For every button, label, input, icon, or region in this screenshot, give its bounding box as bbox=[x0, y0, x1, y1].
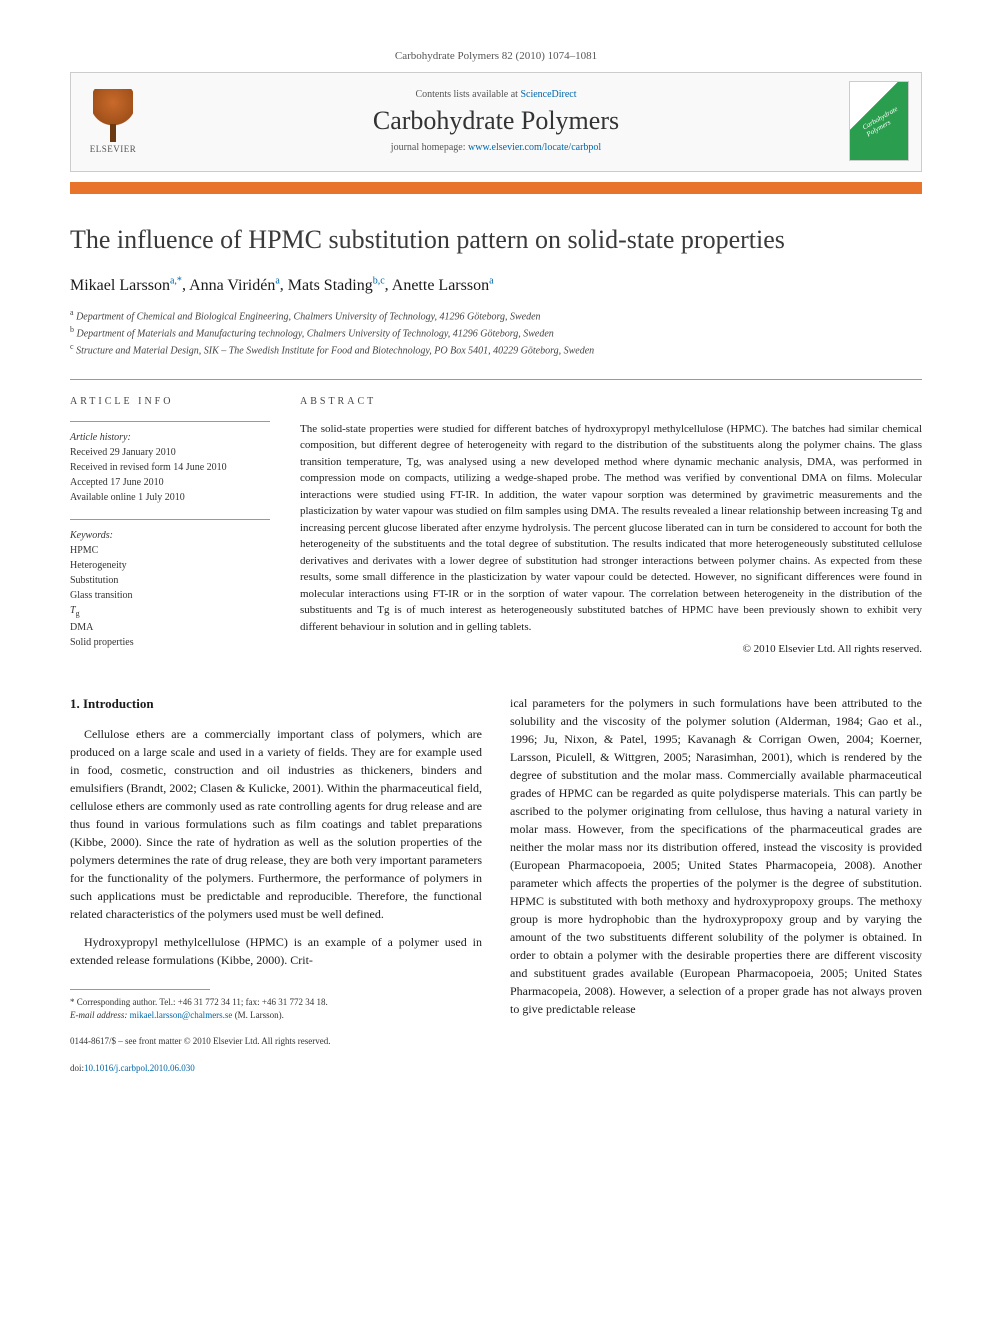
citation-line: Carbohydrate Polymers 82 (2010) 1074–108… bbox=[70, 50, 922, 62]
affiliation-c: c Structure and Material Design, SIK – T… bbox=[70, 341, 922, 358]
contents-prefix: Contents lists available at bbox=[415, 89, 520, 100]
abstract-label: ABSTRACT bbox=[300, 396, 922, 407]
affiliation-b: b Department of Materials and Manufactur… bbox=[70, 324, 922, 341]
body-columns: 1. Introduction Cellulose ethers are a c… bbox=[70, 694, 922, 1075]
corresponding-line-2: E-mail address: mikael.larsson@chalmers.… bbox=[70, 1009, 482, 1022]
journal-name: Carbohydrate Polymers bbox=[143, 106, 849, 136]
corresponding-email-link[interactable]: mikael.larsson@chalmers.se bbox=[130, 1010, 233, 1020]
intro-paragraph-1: Cellulose ethers are a commercially impo… bbox=[70, 725, 482, 923]
article-title: The influence of HPMC substitution patte… bbox=[70, 224, 922, 255]
body-column-right: ical parameters for the polymers in such… bbox=[510, 694, 922, 1075]
keyword: Glass transition bbox=[70, 588, 270, 603]
history-item: Accepted 17 June 2010 bbox=[70, 475, 270, 490]
intro-paragraph-2: Hydroxypropyl methylcellulose (HPMC) is … bbox=[70, 933, 482, 969]
accent-bar bbox=[70, 182, 922, 194]
history-item: Available online 1 July 2010 bbox=[70, 490, 270, 505]
keyword: HPMC bbox=[70, 543, 270, 558]
abstract-text: The solid-state properties were studied … bbox=[300, 421, 922, 636]
author-0: Mikael Larssona,* bbox=[70, 277, 182, 294]
corresponding-author-footnote: * Corresponding author. Tel.: +46 31 772… bbox=[70, 996, 482, 1021]
footer-doi: doi:10.1016/j.carbpol.2010.06.030 bbox=[70, 1062, 482, 1075]
elsevier-tree-icon bbox=[93, 89, 133, 134]
article-info-column: ARTICLE INFO Article history: Received 2… bbox=[70, 396, 270, 664]
homepage-link[interactable]: www.elsevier.com/locate/carbpol bbox=[468, 142, 601, 153]
history-item: Received 29 January 2010 bbox=[70, 445, 270, 460]
intro-paragraph-3: ical parameters for the polymers in such… bbox=[510, 694, 922, 1018]
body-column-left: 1. Introduction Cellulose ethers are a c… bbox=[70, 694, 482, 1075]
keywords-header: Keywords: bbox=[70, 528, 270, 543]
article-info-label: ARTICLE INFO bbox=[70, 396, 270, 407]
publisher-label: ELSEVIER bbox=[90, 144, 137, 154]
abstract-column: ABSTRACT The solid-state properties were… bbox=[300, 396, 922, 664]
affiliations: a Department of Chemical and Biological … bbox=[70, 307, 922, 359]
author-2: Mats Stadingb,c bbox=[288, 277, 385, 294]
history-header: Article history: bbox=[70, 430, 270, 445]
keywords-block: Keywords: HPMC Heterogeneity Substitutio… bbox=[70, 519, 270, 650]
contents-line: Contents lists available at ScienceDirec… bbox=[143, 89, 849, 100]
footer-issn: 0144-8617/$ – see front matter © 2010 El… bbox=[70, 1035, 482, 1048]
homepage-line: journal homepage: www.elsevier.com/locat… bbox=[143, 142, 849, 153]
keyword: Heterogeneity bbox=[70, 558, 270, 573]
keyword: DMA bbox=[70, 620, 270, 635]
author-1: Anna Viridéna bbox=[189, 277, 280, 294]
journal-header: ELSEVIER Contents lists available at Sci… bbox=[70, 72, 922, 172]
journal-cover-thumb: Carbohydrate Polymers bbox=[849, 81, 909, 161]
publisher-logo: ELSEVIER bbox=[83, 86, 143, 156]
keyword: Solid properties bbox=[70, 635, 270, 650]
intro-heading: 1. Introduction bbox=[70, 694, 482, 714]
homepage-prefix: journal homepage: bbox=[391, 142, 468, 153]
affiliation-a: a Department of Chemical and Biological … bbox=[70, 307, 922, 324]
header-center: Contents lists available at ScienceDirec… bbox=[143, 89, 849, 153]
keyword: Substitution bbox=[70, 573, 270, 588]
footnote-separator bbox=[70, 989, 210, 990]
corresponding-line-1: * Corresponding author. Tel.: +46 31 772… bbox=[70, 996, 482, 1009]
author-3: Anette Larssona bbox=[392, 277, 494, 294]
cover-label: Carbohydrate Polymers bbox=[861, 102, 909, 139]
doi-link[interactable]: 10.1016/j.carbpol.2010.06.030 bbox=[84, 1063, 195, 1073]
page-root: Carbohydrate Polymers 82 (2010) 1074–108… bbox=[0, 0, 992, 1114]
keyword: Tg bbox=[70, 603, 270, 620]
abstract-copyright: © 2010 Elsevier Ltd. All rights reserved… bbox=[300, 643, 922, 655]
sciencedirect-link[interactable]: ScienceDirect bbox=[520, 89, 576, 100]
article-history-block: Article history: Received 29 January 201… bbox=[70, 421, 270, 505]
info-abstract-row: ARTICLE INFO Article history: Received 2… bbox=[70, 379, 922, 664]
history-item: Received in revised form 14 June 2010 bbox=[70, 460, 270, 475]
authors-line: Mikael Larssona,*, Anna Viridéna, Mats S… bbox=[70, 275, 922, 294]
